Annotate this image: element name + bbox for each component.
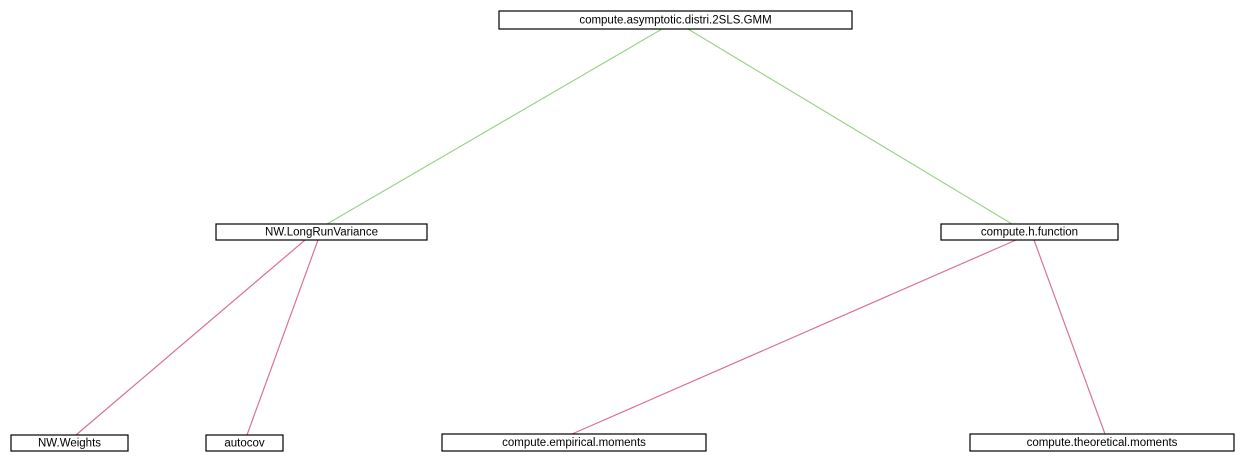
node-autocov: autocov <box>205 434 284 452</box>
node-box-root <box>498 10 853 30</box>
node-label-root: compute.asymptotic.distri.2SLS.GMM <box>579 15 771 27</box>
edge-nw_lrv-to-autocov <box>246 239 319 436</box>
edge-root-to-h_fn <box>687 28 1013 225</box>
edges-layer <box>75 28 1106 436</box>
node-emp: compute.empirical.moments <box>441 433 707 452</box>
node-box-autocov <box>205 434 284 452</box>
node-label-emp: compute.empirical.moments <box>502 437 646 449</box>
node-label-nw_lrv: NW.LongRunVariance <box>265 227 378 239</box>
node-box-nw_w <box>10 434 129 452</box>
edge-h_fn-to-emp <box>571 239 1017 435</box>
node-label-h_fn: compute.h.function <box>981 227 1078 239</box>
node-h_fn: compute.h.function <box>940 223 1119 241</box>
node-label-theo: compute.theoretical.moments <box>1027 437 1178 449</box>
node-box-theo <box>969 433 1235 452</box>
node-theo: compute.theoretical.moments <box>969 433 1235 452</box>
node-nw_lrv: NW.LongRunVariance <box>215 223 428 241</box>
edge-root-to-nw_lrv <box>326 28 663 225</box>
node-nw_w: NW.Weights <box>10 434 129 452</box>
nodes-layer: compute.asymptotic.distri.2SLS.GMM NW.Lon… <box>10 10 1235 452</box>
node-box-nw_lrv <box>215 223 428 241</box>
edge-nw_lrv-to-nw_w <box>75 239 306 436</box>
node-box-emp <box>441 433 707 452</box>
node-root: compute.asymptotic.distri.2SLS.GMM <box>498 10 853 30</box>
node-label-autocov: autocov <box>224 438 265 450</box>
edge-h_fn-to-theo <box>1033 239 1106 435</box>
node-label-nw_w: NW.Weights <box>38 438 101 450</box>
node-box-h_fn <box>940 223 1119 241</box>
